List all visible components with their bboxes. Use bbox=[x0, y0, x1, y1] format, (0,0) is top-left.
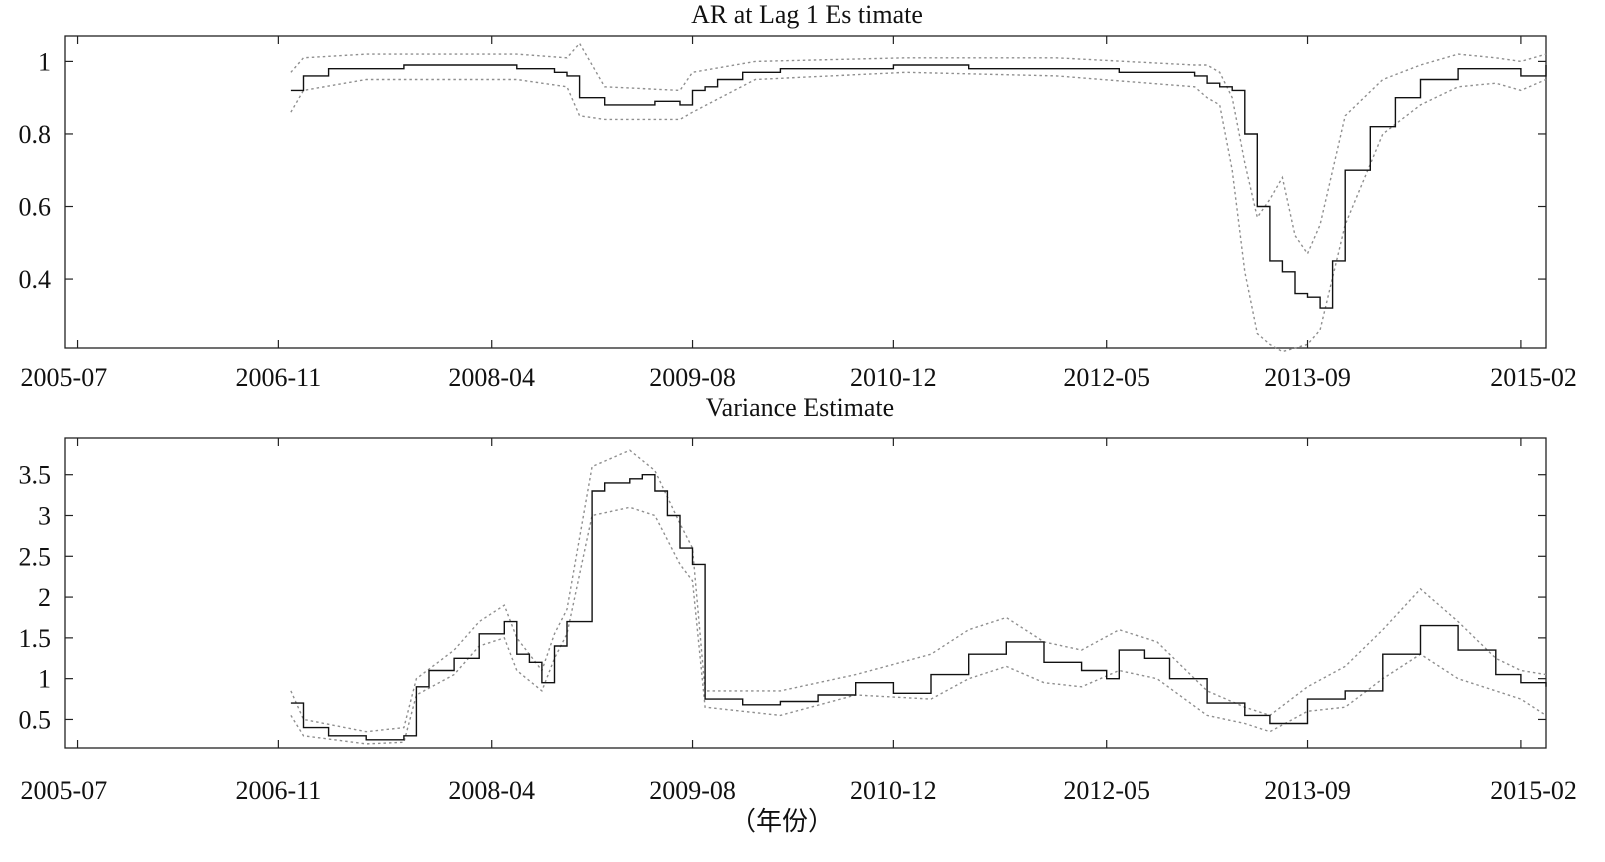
ar-x-axis: 2005-07 2006-11 2008-04 2009-08 2010-12 2012-… bbox=[21, 36, 1577, 392]
variance-series-layer bbox=[290, 449, 1547, 745]
variance-x-tick-label: 2009-08 bbox=[649, 776, 736, 805]
ar-y-tick-label: 0.6 bbox=[19, 193, 52, 222]
ar-chart-title: AR at Lag 1 Es timate bbox=[691, 0, 923, 29]
ar-x-tick-label: 2012-05 bbox=[1063, 363, 1150, 392]
variance-y-tick-label: 2.5 bbox=[19, 542, 52, 571]
ar-y-tick-label: 1 bbox=[38, 47, 51, 76]
variance-x-tick-label: 2013-09 bbox=[1264, 776, 1351, 805]
ar-x-tick-label: 2010-12 bbox=[850, 363, 937, 392]
variance-x-tick-label: 2010-12 bbox=[850, 776, 937, 805]
variance-lower-bound-line bbox=[290, 506, 1547, 745]
ar-y-tick-label: 0.4 bbox=[19, 265, 52, 294]
variance-x-tick-label: 2008-04 bbox=[448, 776, 535, 805]
variance-x-axis: 2005-07 2006-11 2008-04 2009-08 2010-12 2012-… bbox=[21, 438, 1577, 805]
ar-x-tick-label: 2013-09 bbox=[1264, 363, 1351, 392]
variance-panel: Variance Estimate 0.5 1 1.5 2 2.5 3 3.5 2005-0… bbox=[19, 393, 1577, 836]
variance-y-axis: 0.5 1 1.5 2 2.5 3 3.5 bbox=[19, 461, 1546, 734]
variance-x-tick-label: 2006-11 bbox=[236, 776, 322, 805]
ar-x-tick-label: 2005-07 bbox=[21, 363, 108, 392]
variance-y-tick-label: 1.5 bbox=[19, 624, 52, 653]
variance-y-tick-label: 1 bbox=[38, 665, 51, 694]
ar-x-tick-label: 2008-04 bbox=[448, 363, 535, 392]
variance-plot-frame bbox=[64, 437, 1547, 749]
ar-estimate-line bbox=[290, 64, 1547, 309]
variance-y-tick-label: 0.5 bbox=[19, 705, 52, 734]
ar-plot-frame bbox=[64, 35, 1547, 349]
variance-upper-bound-line bbox=[290, 449, 1547, 733]
variance-x-tick-label: 2005-07 bbox=[21, 776, 108, 805]
variance-chart-title: Variance Estimate bbox=[706, 393, 894, 422]
ar-series-layer bbox=[290, 42, 1547, 353]
variance-y-tick-label: 2 bbox=[38, 583, 51, 612]
ar-x-tick-label: 2006-11 bbox=[236, 363, 322, 392]
variance-y-tick-label: 3 bbox=[38, 502, 51, 531]
ar-y-axis: 0.4 0.6 0.8 1 bbox=[19, 47, 1546, 294]
variance-x-tick-label: 2012-05 bbox=[1063, 776, 1150, 805]
ar-y-tick-label: 0.8 bbox=[19, 120, 52, 149]
x-axis-label: （年份） bbox=[730, 807, 834, 836]
variance-estimate-line bbox=[290, 474, 1547, 741]
ar-upper-bound-line bbox=[290, 42, 1547, 256]
ar-x-tick-label: 2015-02 bbox=[1490, 363, 1577, 392]
variance-x-tick-label: 2015-02 bbox=[1490, 776, 1577, 805]
ar-x-tick-label: 2009-08 bbox=[649, 363, 736, 392]
ar-lag1-panel: AR at Lag 1 Es timate 0.4 0.6 0.8 1 2005-07… bbox=[19, 0, 1577, 392]
ar-lower-bound-line bbox=[290, 71, 1547, 353]
variance-y-tick-label: 3.5 bbox=[19, 461, 52, 490]
